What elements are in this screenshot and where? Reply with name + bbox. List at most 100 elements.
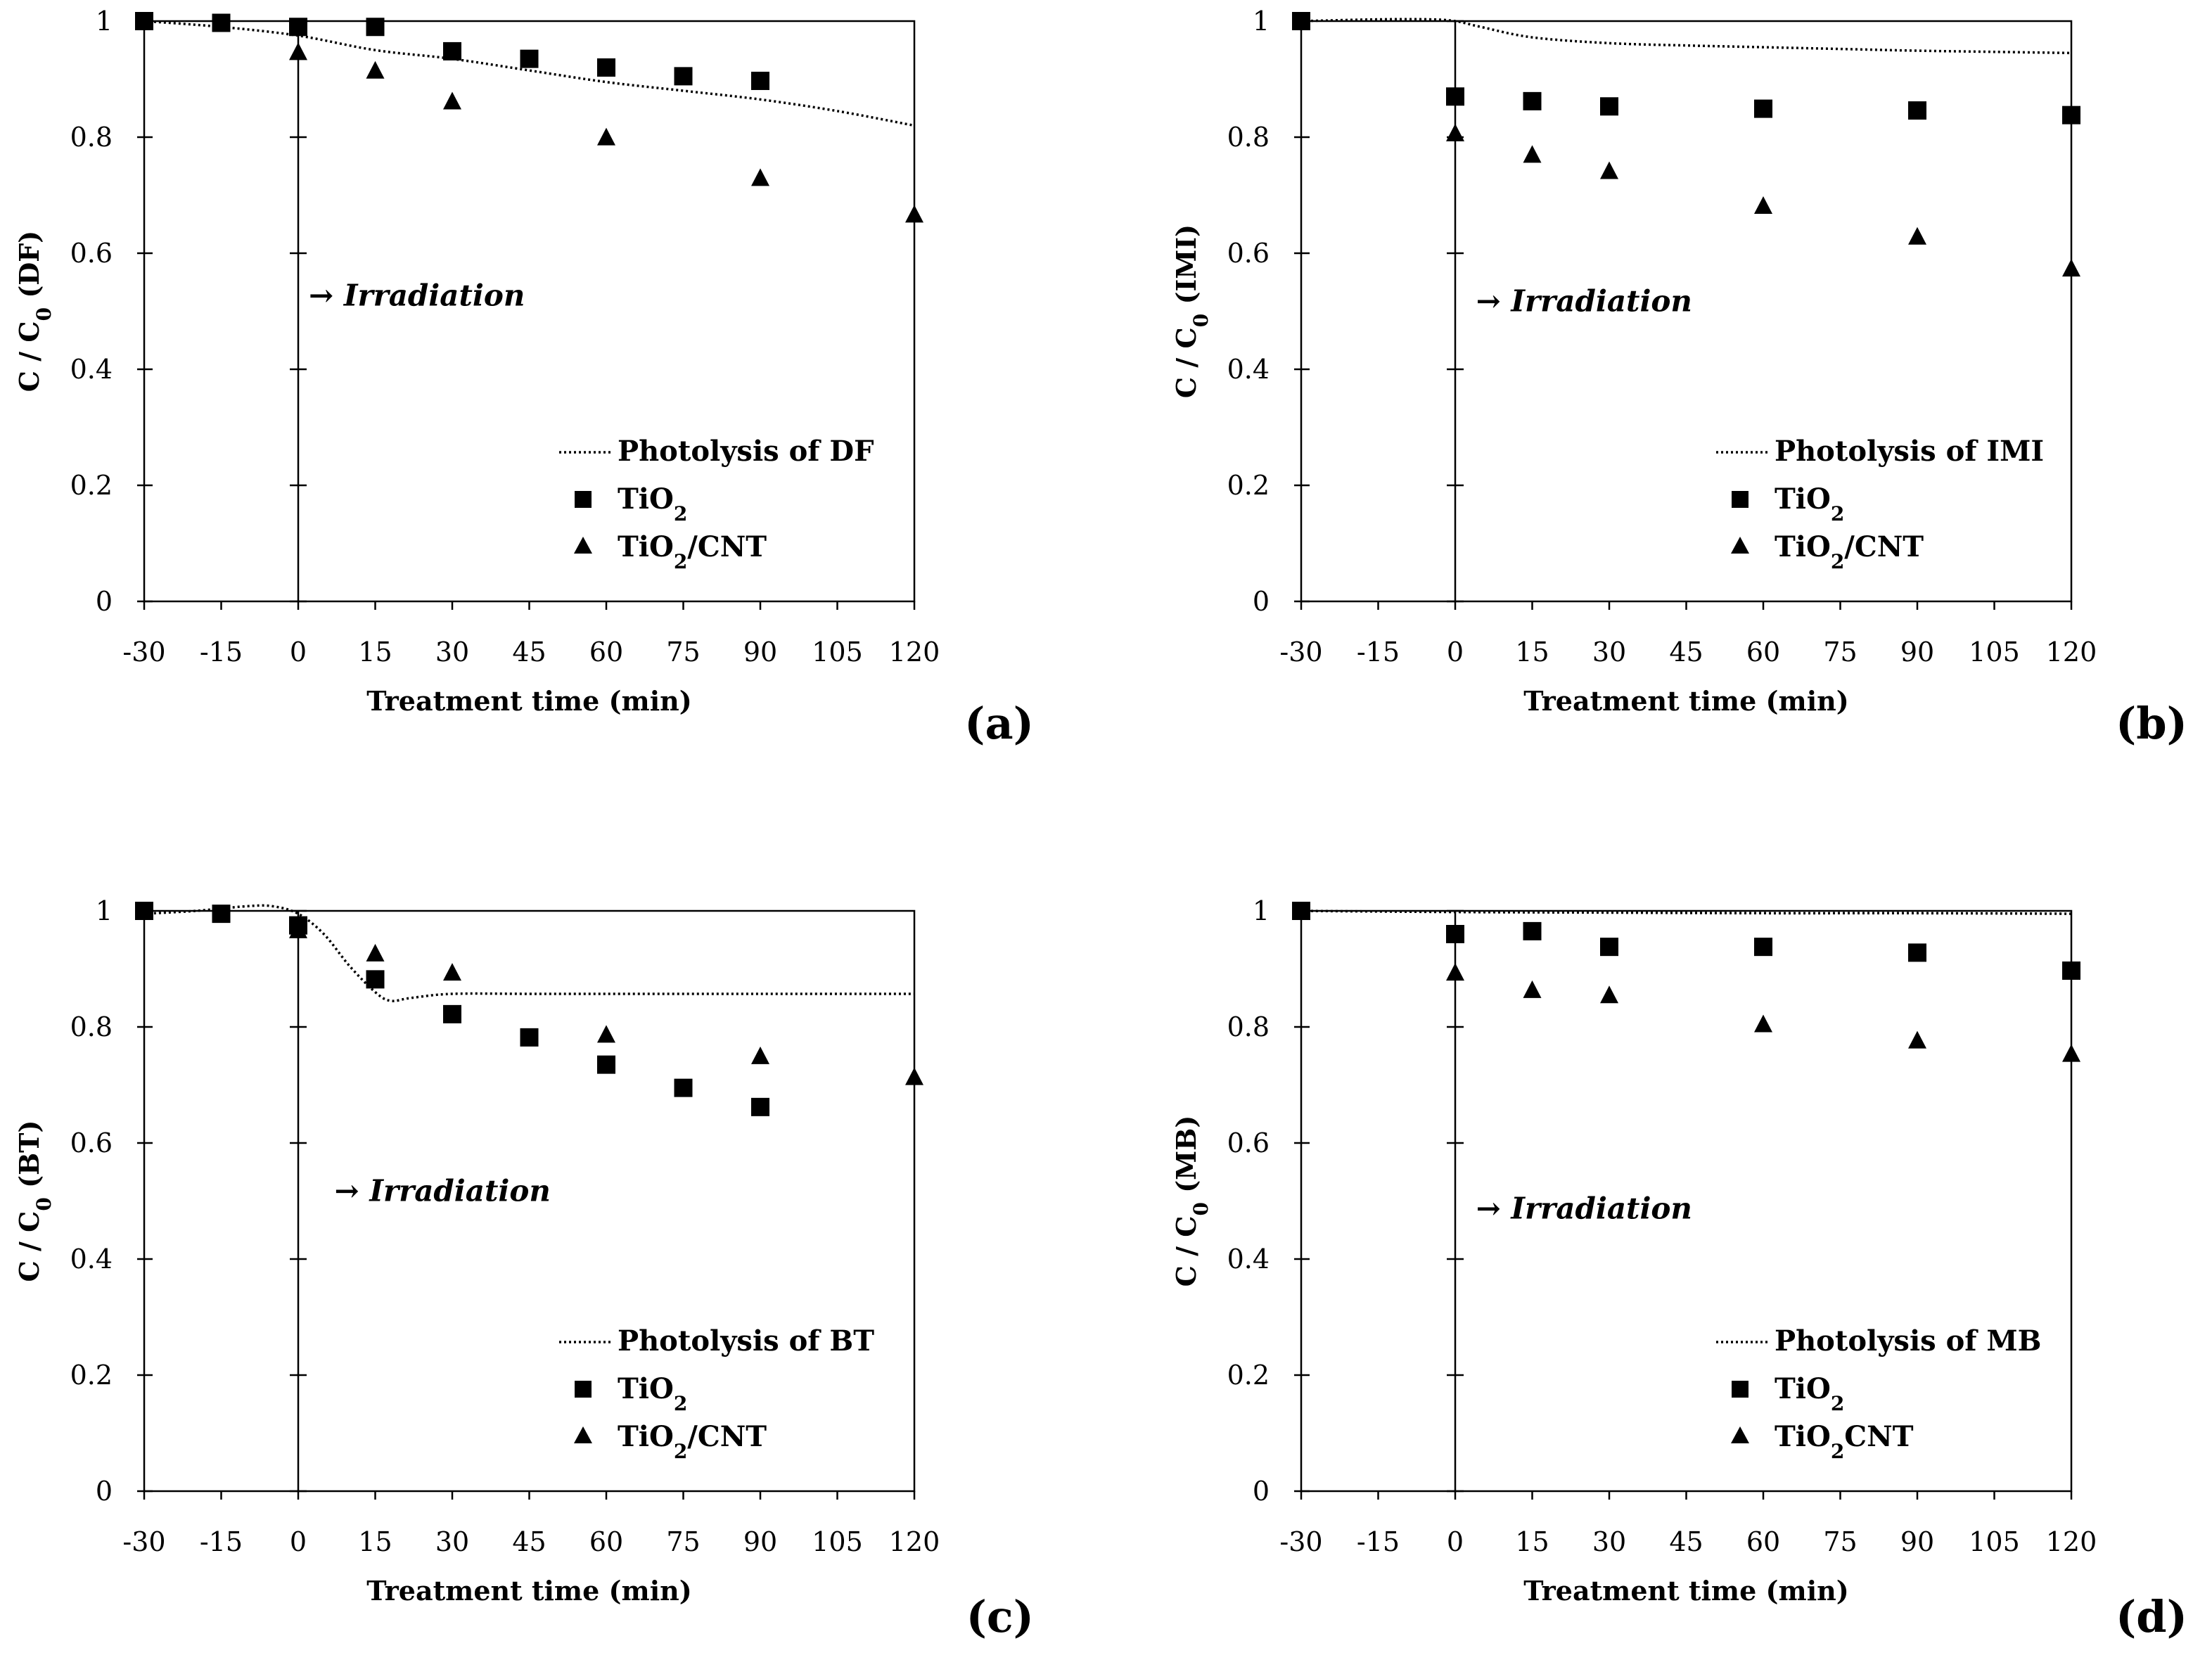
irradiation-annotation: → Irradiation <box>1476 1191 1692 1225</box>
data-point-tio2-cnt <box>443 91 461 110</box>
x-tick-label: 0 <box>290 1526 307 1557</box>
legend-tio2-swatch <box>575 1381 592 1398</box>
legend-tio2-main: TiO <box>1775 483 1831 516</box>
legend-tio2-cnt-tail: /CNT <box>687 1420 767 1453</box>
legend-tio2-cnt-swatch <box>574 1426 592 1443</box>
data-point-tio2-cnt <box>443 963 461 981</box>
data-point-tio2-cnt <box>905 1067 923 1085</box>
data-point-tio2 <box>366 970 385 989</box>
x-tick-label: 75 <box>1823 1526 1857 1557</box>
x-tick-label: 0 <box>1447 1526 1464 1557</box>
data-point-tio2 <box>674 1078 693 1097</box>
x-tick-label: 60 <box>1746 1526 1780 1557</box>
x-tick-label: 120 <box>2046 637 2097 668</box>
x-tick-label: 0 <box>1447 637 1464 668</box>
legend-tio2-swatch <box>1732 1381 1748 1398</box>
panel-label: (b) <box>2116 698 2187 749</box>
y-tick-label: 0.8 <box>1227 122 1270 153</box>
data-point-tio2 <box>1908 943 1926 962</box>
x-tick-label: -15 <box>200 637 243 668</box>
legend-tio2-cnt-sub: 2 <box>674 550 687 573</box>
x-tick-label: 30 <box>1592 1526 1626 1557</box>
legend-photolysis-label: Photolysis of DF <box>618 435 874 468</box>
y-tick-label: 0 <box>1253 586 1270 617</box>
x-tick-label: 15 <box>1515 1526 1549 1557</box>
x-tick-label: -30 <box>1279 637 1322 668</box>
legend-tio2-cnt-tail: /CNT <box>1844 530 1924 563</box>
legend-tio2-cnt-main: TiO <box>1775 530 1831 563</box>
legend-tio2-cnt-label: TiO2/CNT <box>1775 530 1924 573</box>
data-point-tio2 <box>597 1055 615 1074</box>
data-point-tio2-cnt <box>366 943 385 962</box>
x-tick-label: 45 <box>512 637 546 668</box>
legend-tio2-cnt-label: TiO2/CNT <box>618 1420 767 1463</box>
y-tick-label: 0.8 <box>70 1011 113 1042</box>
legend-tio2-label: TiO2 <box>1775 483 1844 525</box>
y-axis-title-tail: (IMI) <box>1170 224 1202 314</box>
x-tick-label: 120 <box>889 637 940 668</box>
x-axis-title: Treatment time (min) <box>366 1575 692 1607</box>
y-axis-title-main: C / C <box>13 1211 45 1282</box>
legend-tio2-cnt-main: TiO <box>618 1420 674 1453</box>
data-point-tio2-cnt <box>1600 985 1618 1004</box>
y-tick-label: 1 <box>96 6 113 37</box>
data-point-tio2 <box>135 902 153 920</box>
x-axis-title: Treatment time (min) <box>1523 1575 1849 1607</box>
data-point-tio2 <box>135 12 153 30</box>
legend-tio2-sub: 2 <box>674 502 687 525</box>
legend-tio2-cnt-sub: 2 <box>674 1440 687 1463</box>
panel-label: (c) <box>966 1591 1034 1642</box>
data-point-tio2 <box>2062 961 2080 980</box>
y-tick-label: 0.4 <box>70 354 113 385</box>
chart-panel-b: 0 0.2 0.4 0.6 0.8 1 -30 -15 0 15 30 45 60 75 90 105 120 T… <box>1170 6 2187 749</box>
y-axis-title-main: C / C <box>1170 327 1202 398</box>
y-tick-label: 0.6 <box>70 1128 113 1158</box>
legend-photolysis-label: Photolysis of IMI <box>1775 435 2044 468</box>
y-tick-label: 0 <box>1253 1476 1270 1507</box>
data-point-tio2 <box>212 13 231 32</box>
legend-tio2-cnt-sub: 2 <box>1831 550 1844 573</box>
data-point-tio2 <box>1908 101 1926 120</box>
data-point-tio2-cnt <box>1446 123 1464 141</box>
x-tick-label: 75 <box>666 637 700 668</box>
y-tick-label: 0.4 <box>1227 354 1270 385</box>
photolysis-line <box>143 20 915 127</box>
photolysis-line <box>1300 18 2072 55</box>
x-tick-label: 60 <box>589 1526 623 1557</box>
data-point-tio2 <box>1446 87 1464 106</box>
x-tick-label: 60 <box>1746 637 1780 668</box>
data-point-tio2-cnt <box>905 205 923 223</box>
data-point-tio2 <box>212 905 231 924</box>
legend-tio2-swatch <box>1732 491 1748 508</box>
data-point-tio2 <box>1446 925 1464 943</box>
x-tick-label: 45 <box>1669 637 1703 668</box>
x-tick-label: 75 <box>666 1526 700 1557</box>
legend-tio2-label: TiO2 <box>618 1372 687 1415</box>
plot-frame <box>143 20 916 603</box>
y-tick-label: 0.8 <box>1227 1011 1270 1042</box>
y-axis-title-main: C / C <box>13 321 45 392</box>
legend-tio2-cnt-tail: CNT <box>1844 1420 1913 1453</box>
x-tick-label: -15 <box>1357 637 1400 668</box>
y-axis-title: C / C0 (MB) <box>1170 1116 1213 1287</box>
x-tick-label: 105 <box>1969 1526 2020 1557</box>
y-tick-label: 0.2 <box>1227 1360 1270 1391</box>
data-point-tio2 <box>520 1028 539 1047</box>
data-point-tio2-cnt <box>597 1025 615 1043</box>
legend-tio2-cnt-label: TiO2CNT <box>1775 1420 1914 1463</box>
y-tick-label: 0.2 <box>70 1360 113 1391</box>
data-point-tio2 <box>289 18 307 37</box>
legend-tio2-cnt-main: TiO <box>1775 1420 1831 1453</box>
x-axis-title: Treatment time (min) <box>1523 685 1849 717</box>
x-tick-label: 90 <box>743 1526 777 1557</box>
data-point-tio2 <box>1754 938 1772 957</box>
data-point-tio2-cnt <box>1446 963 1464 981</box>
legend-tio2-label: TiO2 <box>1775 1372 1844 1415</box>
data-point-tio2-cnt <box>2062 259 2080 277</box>
legend-tio2-cnt-main: TiO <box>618 530 674 563</box>
y-tick-label: 0.6 <box>1227 238 1270 269</box>
legend-photolysis-label: Photolysis of BT <box>618 1324 874 1358</box>
y-tick-label: 0.6 <box>70 238 113 269</box>
x-tick-label: 60 <box>589 637 623 668</box>
data-point-tio2-cnt <box>1754 196 1772 214</box>
